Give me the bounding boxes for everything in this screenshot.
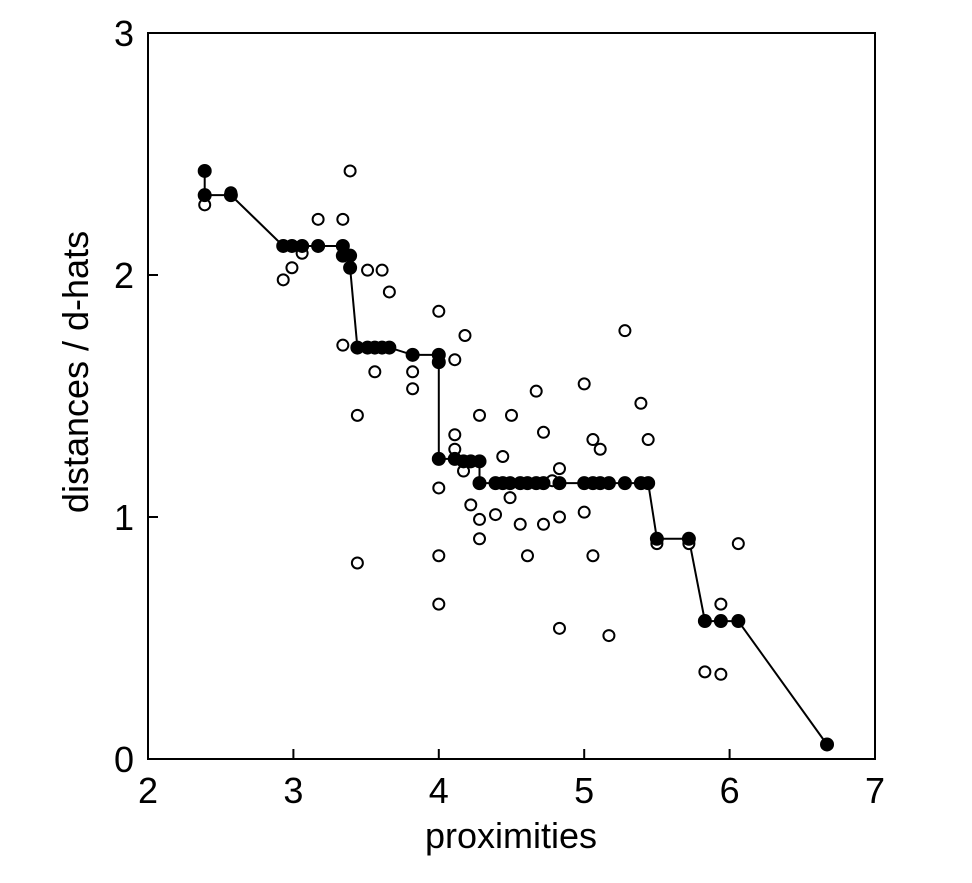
filled-data-point xyxy=(601,476,616,491)
open-data-point xyxy=(618,324,632,338)
open-data-point xyxy=(496,450,510,463)
y-axis-title: distances / d-hats xyxy=(55,231,96,513)
x-tick-label: 7 xyxy=(865,770,885,811)
open-data-point xyxy=(336,338,350,352)
x-tick-label: 3 xyxy=(283,770,303,811)
open-data-point xyxy=(577,505,591,519)
filled-data-point xyxy=(431,355,446,370)
filled-data-point xyxy=(382,340,397,355)
filled-data-point xyxy=(223,188,238,203)
x-axis-ticks: 2 3 4 5 6 7 xyxy=(138,749,885,811)
open-data-point xyxy=(505,408,518,422)
open-data-point xyxy=(375,263,389,277)
y-tick-label: 2 xyxy=(114,255,134,296)
y-tick-label: 1 xyxy=(114,497,134,538)
filled-data-point xyxy=(649,531,664,546)
open-data-point xyxy=(714,597,728,611)
open-data-point xyxy=(552,510,566,524)
filled-data-point xyxy=(731,614,746,629)
open-data-point xyxy=(593,442,607,456)
open-data-point xyxy=(552,621,566,635)
open-data-point xyxy=(552,462,566,476)
open-data-point xyxy=(406,382,420,396)
filled-data-point xyxy=(617,476,632,491)
filled-data-point xyxy=(536,476,551,491)
y-axis-ticks: 0 1 2 3 xyxy=(114,13,158,780)
open-data-point xyxy=(586,433,600,447)
x-tick-label: 4 xyxy=(429,770,449,811)
filled-points-series xyxy=(197,163,835,752)
open-data-point xyxy=(311,212,325,226)
open-data-point xyxy=(536,425,550,439)
open-data-point xyxy=(361,263,375,277)
filled-data-point xyxy=(697,614,712,629)
open-data-point xyxy=(698,665,712,679)
filled-data-point xyxy=(295,238,310,253)
open-data-point xyxy=(382,285,396,299)
filled-data-point xyxy=(197,163,212,178)
filled-data-point xyxy=(343,248,358,263)
x-axis-title: proximities xyxy=(425,815,597,856)
open-data-point xyxy=(343,164,357,178)
open-data-point xyxy=(731,537,745,551)
open-data-point xyxy=(529,384,543,398)
filled-data-point xyxy=(197,188,212,203)
open-data-point xyxy=(473,408,487,422)
open-data-point xyxy=(350,556,364,570)
open-data-point xyxy=(448,353,462,367)
plot-frame xyxy=(147,32,876,760)
open-data-point xyxy=(536,517,550,531)
open-data-point xyxy=(464,498,478,512)
x-tick-label: 6 xyxy=(720,770,740,811)
open-data-point xyxy=(634,396,648,410)
open-data-point xyxy=(432,481,446,495)
open-data-point xyxy=(602,629,616,643)
open-data-point xyxy=(473,512,487,526)
open-data-point xyxy=(368,365,382,379)
open-data-point xyxy=(276,273,290,287)
open-data-point xyxy=(586,549,600,563)
axes-frame xyxy=(147,32,876,760)
filled-data-point xyxy=(713,614,728,629)
x-tick-label: 5 xyxy=(574,770,594,811)
open-data-point xyxy=(406,365,420,379)
open-data-point xyxy=(577,377,591,391)
open-data-point xyxy=(513,517,527,531)
open-data-point xyxy=(641,433,655,447)
open-data-point xyxy=(432,304,446,318)
y-tick-label: 3 xyxy=(114,13,134,54)
open-data-point xyxy=(503,491,517,505)
filled-data-point xyxy=(681,531,696,546)
filled-data-point xyxy=(472,454,487,469)
filled-data-point xyxy=(431,451,446,466)
filled-data-point xyxy=(641,476,656,491)
filled-data-point xyxy=(472,476,487,491)
open-data-point xyxy=(714,667,728,681)
open-data-point xyxy=(350,408,364,422)
filled-data-point xyxy=(405,347,420,362)
filled-data-point xyxy=(552,476,567,491)
open-data-point xyxy=(458,329,472,342)
open-data-point xyxy=(432,549,446,563)
open-data-point xyxy=(285,261,299,275)
x-tick-label: 2 xyxy=(138,770,158,811)
open-data-point xyxy=(448,428,462,442)
open-data-point xyxy=(473,532,487,546)
open-data-point xyxy=(489,508,503,522)
y-tick-label: 0 xyxy=(114,739,134,780)
filled-data-point xyxy=(820,737,835,752)
filled-data-point xyxy=(343,260,358,275)
filled-data-point xyxy=(311,238,326,253)
open-data-point xyxy=(520,549,534,563)
open-data-point xyxy=(432,597,446,611)
open-data-point xyxy=(336,212,350,226)
